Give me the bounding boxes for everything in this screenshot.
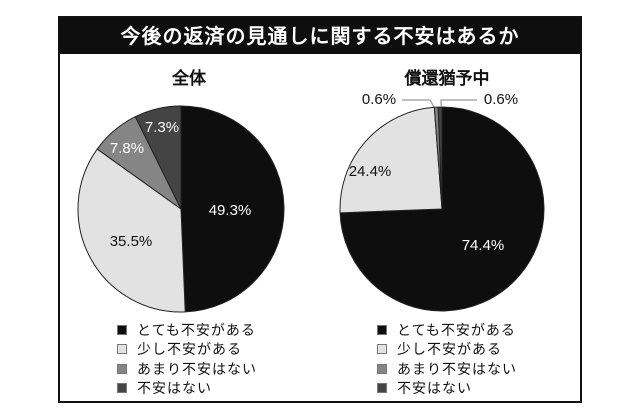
pie-title-deferred: 償還猶予中 xyxy=(404,69,490,89)
legend-swatch-not-very-anxious xyxy=(117,363,127,374)
legend-label: あまり不安はない xyxy=(137,361,257,378)
leader-line xyxy=(440,99,477,107)
chart-title: 今後の返済の見通しに関する不安はあるか xyxy=(60,18,580,54)
slice-value-label: 35.5% xyxy=(110,233,153,250)
pie-slice xyxy=(339,106,443,214)
legend-swatch-very-anxious xyxy=(377,324,387,335)
legend-label: 不安はない xyxy=(397,381,472,398)
slice-value-label: 0.6% xyxy=(362,91,396,108)
legend-item: あまり不安はない xyxy=(117,359,257,379)
legend-swatch-not-very-anxious xyxy=(377,363,387,374)
slice-value-label: 24.4% xyxy=(349,163,392,180)
legend-item: あまり不安はない xyxy=(377,359,517,379)
legend-item: とても不安がある xyxy=(377,320,517,340)
legend-overall: とても不安がある 少し不安がある あまり不安はない 不安はない xyxy=(117,320,257,398)
pie-slice xyxy=(180,105,285,313)
pie-title-overall: 全体 xyxy=(172,69,206,89)
legend-item: とても不安がある xyxy=(117,320,257,340)
legend-item: 不安はない xyxy=(377,379,517,399)
pie-panel-overall: 全体 49.3% 35.5% 7.8% 7.3% とても不安がある 少し不安がある あ… xyxy=(60,54,320,401)
slice-value-label: 7.3% xyxy=(145,119,179,136)
legend-deferred: とても不安がある 少し不安がある あまり不安はない 不安はない xyxy=(377,320,517,398)
legend-label: 少し不安がある xyxy=(137,342,242,359)
legend-label: とても不安がある xyxy=(397,322,516,339)
slice-value-label: 74.4% xyxy=(462,237,505,254)
pie-slice xyxy=(77,148,186,313)
legend-item: 少し不安がある xyxy=(377,340,517,360)
pie-slice xyxy=(134,105,182,210)
pie-slice xyxy=(437,106,443,210)
legend-swatch-not-anxious xyxy=(377,383,387,394)
leader-line xyxy=(402,99,435,108)
legend-swatch-very-anxious xyxy=(117,324,127,335)
legend-label: とても不安がある xyxy=(137,322,256,339)
legend-label: 少し不安がある xyxy=(397,342,502,359)
slice-value-label: 49.3% xyxy=(209,202,252,219)
legend-swatch-slightly-anxious xyxy=(377,344,387,355)
legend-item: 不安はない xyxy=(117,379,257,399)
slice-value-label: 0.6% xyxy=(484,91,518,108)
legend-label: 不安はない xyxy=(137,381,212,398)
pie-chart-deferred: 74.4% 24.4% 0.6% 0.6% xyxy=(339,91,545,312)
pie-chart-overall: 49.3% 35.5% 7.8%7.3% xyxy=(77,105,285,313)
legend-item: 少し不安がある xyxy=(117,340,257,360)
pie-panel-deferred: 償還猶予中 74.4% 24.4% 0.6% 0.6% とても不安がある 少し不安があ… xyxy=(320,54,580,401)
legend-label: あまり不安はない xyxy=(397,361,517,378)
chart-frame: 今後の返済の見通しに関する不安はあるか 全体 49.3% 35.5% 7.8% 7.3… xyxy=(58,16,582,403)
slice-value-label: 7.8% xyxy=(110,140,144,157)
legend-swatch-slightly-anxious xyxy=(117,344,127,355)
legend-swatch-not-anxious xyxy=(117,383,127,394)
